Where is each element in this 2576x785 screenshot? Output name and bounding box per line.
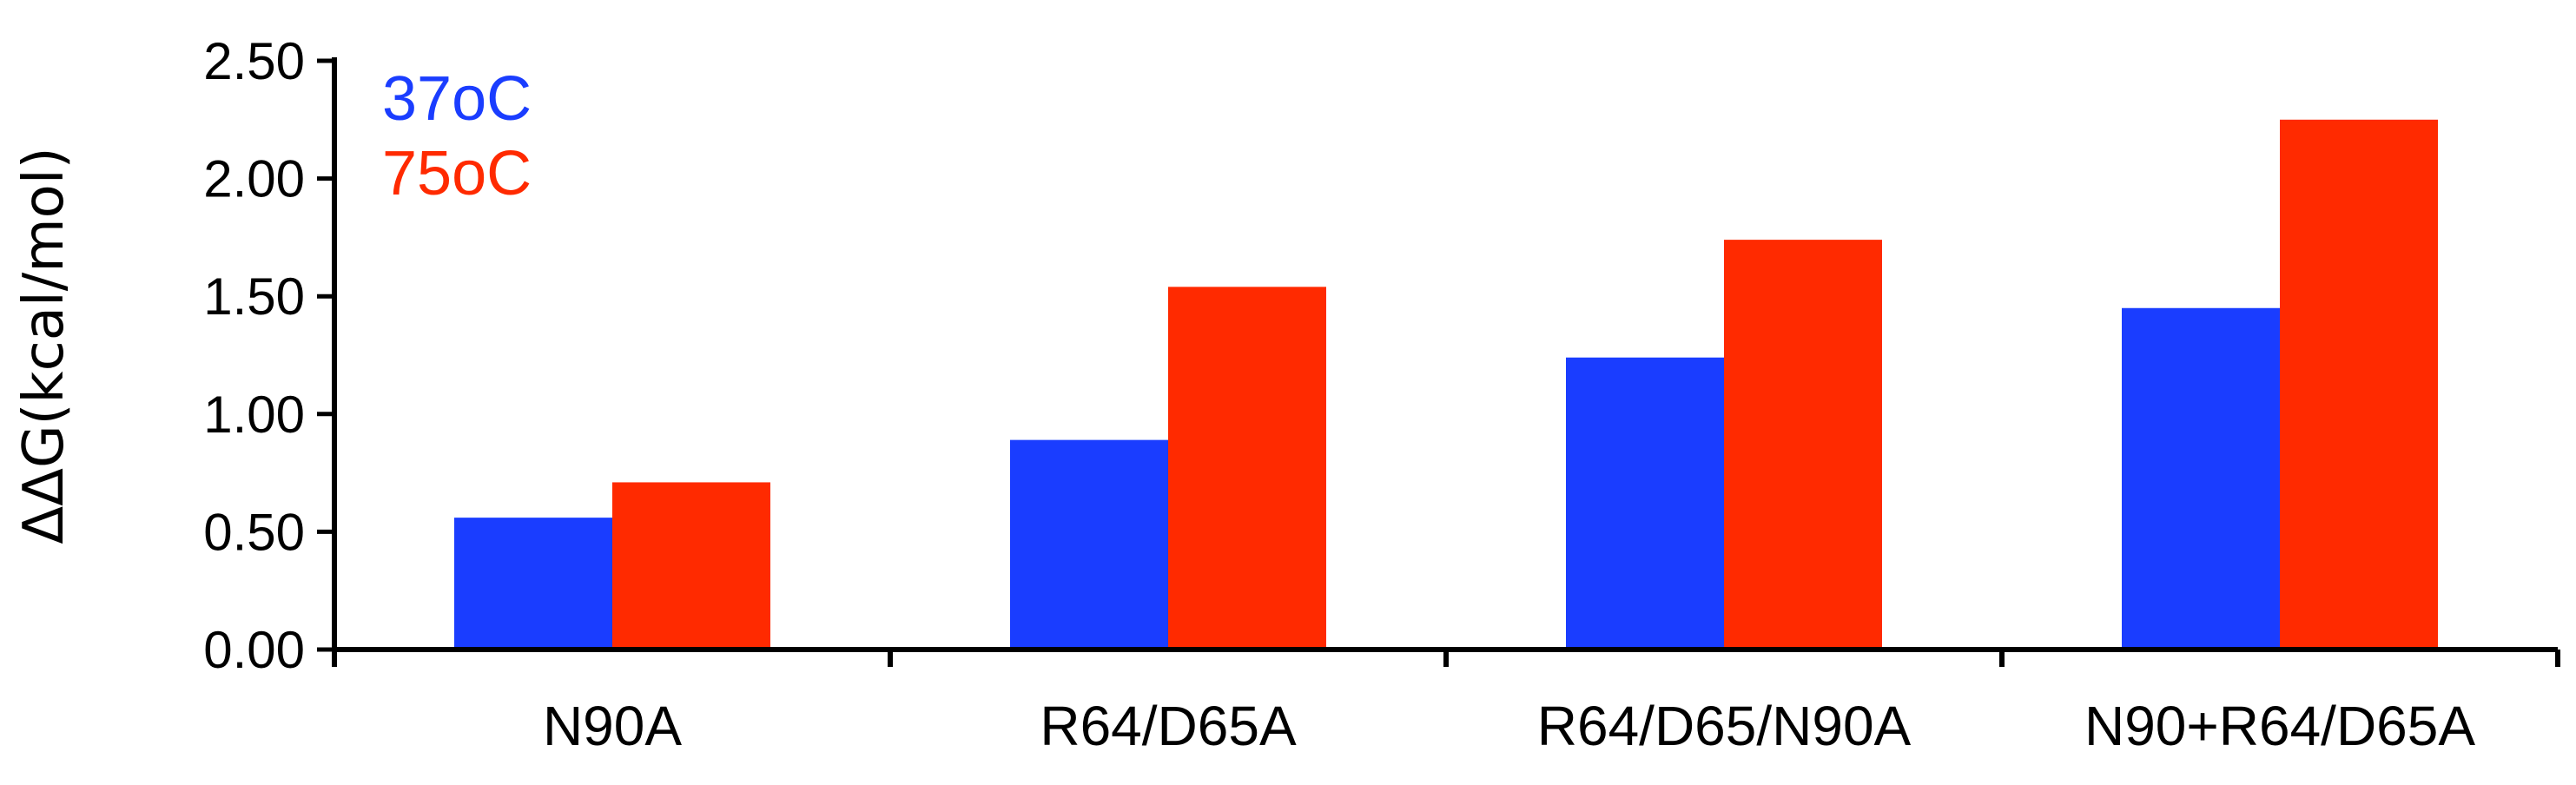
y-axis-title-group: ΔΔG(kcal/mol)	[12, 147, 76, 544]
bars	[454, 119, 2438, 650]
bar-series-1	[1566, 357, 1724, 650]
axes	[332, 57, 2560, 667]
y-axis-title: ΔΔG(kcal/mol)	[12, 147, 76, 544]
legend-entry: 37oC	[382, 64, 532, 134]
x-axis-labels: N90A R64/D65A R64/D65/N90A N90+R64/D65A	[543, 695, 2475, 757]
bar-series-1	[1010, 439, 1168, 650]
legend-entry: 75oC	[382, 139, 532, 208]
y-tick-label: 2.50	[203, 32, 305, 90]
x-category-label: N90+R64/D65A	[2084, 695, 2475, 757]
bar-series-1	[2122, 307, 2280, 650]
bar-series-1	[454, 518, 612, 650]
y-tick-label: 2.00	[203, 150, 305, 208]
y-tick-label: 1.00	[203, 386, 305, 444]
bar-series-2	[612, 482, 770, 650]
y-axis-ticks: 0.00 0.50 1.00 1.50 2.00 2.50	[203, 32, 334, 679]
bar-series-2	[2280, 119, 2438, 650]
y-tick-label: 1.50	[203, 267, 305, 326]
x-category-label: R64/D65A	[1040, 695, 1297, 757]
x-category-label: N90A	[543, 695, 682, 757]
x-category-label: R64/D65/N90A	[1537, 695, 1912, 757]
bar-series-2	[1724, 240, 1882, 650]
y-tick-label: 0.50	[203, 503, 305, 561]
y-tick-label: 0.00	[203, 621, 305, 679]
bar-series-2	[1168, 287, 1326, 650]
